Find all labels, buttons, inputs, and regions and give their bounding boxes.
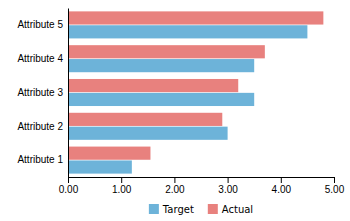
x-tick: 0.00 [59, 177, 79, 195]
x-tick-label: 2.00 [165, 184, 185, 195]
y-tick-label: Attribute 2 [17, 121, 63, 132]
x-tick-mark [68, 177, 69, 183]
series [68, 11, 323, 159]
bar [68, 79, 238, 92]
bar [68, 45, 265, 58]
x-tick-mark [334, 177, 335, 183]
x-tick-mark [228, 177, 229, 183]
bar [68, 127, 228, 140]
y-tick: Attribute 3 [17, 87, 63, 98]
chart: 0.001.002.003.004.005.00Attribute 1Attri… [0, 0, 350, 221]
bar [68, 147, 150, 160]
legend-item: Actual [208, 204, 253, 215]
y-tick: Attribute 5 [17, 19, 63, 30]
y-tick-label: Attribute 4 [17, 53, 63, 64]
legend-label: Actual [222, 204, 253, 215]
series [68, 25, 307, 173]
x-tick-mark [121, 177, 122, 183]
bar [68, 113, 222, 126]
bar [68, 93, 254, 106]
y-tick-label: Attribute 5 [17, 19, 63, 30]
x-tick-label: 1.00 [112, 184, 132, 195]
x-tick: 1.00 [112, 177, 132, 195]
bar [68, 11, 323, 24]
x-axis: 0.00 1.00 2.00 3.00 4.00 5.00 [59, 177, 345, 195]
x-tick: 3.00 [218, 177, 238, 195]
y-axis: Attribute 1 Attribute 2 Attribute 3 Attribu… [17, 9, 68, 178]
bar [68, 59, 254, 72]
x-axis-line [69, 178, 335, 184]
x-tick-mark [174, 177, 175, 183]
bar [68, 25, 307, 38]
x-tick-label: 5.00 [325, 184, 345, 195]
y-tick: Attribute 2 [17, 121, 63, 132]
x-tick-label: 3.00 [218, 184, 238, 195]
y-tick-label: Attribute 3 [17, 87, 63, 98]
bar [68, 160, 132, 173]
y-tick: Attribute 4 [17, 53, 63, 64]
plot: 0.001.002.003.004.005.00Attribute 1Attri… [17, 9, 344, 196]
x-tick: 2.00 [165, 177, 185, 195]
legend: Target Actual [149, 204, 253, 215]
legend-item: Target [149, 204, 194, 215]
bars [68, 11, 323, 173]
x-tick-label: 0.00 [59, 184, 79, 195]
y-axis-line [68, 9, 69, 178]
legend-swatch [149, 204, 159, 214]
y-tick: Attribute 1 [17, 154, 63, 165]
x-tick-mark [281, 177, 282, 183]
legend-label: Target [162, 204, 194, 215]
x-tick: 4.00 [272, 177, 292, 195]
x-tick: 5.00 [325, 177, 345, 195]
x-tick-label: 4.00 [272, 184, 292, 195]
legend-swatch [208, 204, 218, 214]
y-tick-label: Attribute 1 [17, 154, 63, 165]
